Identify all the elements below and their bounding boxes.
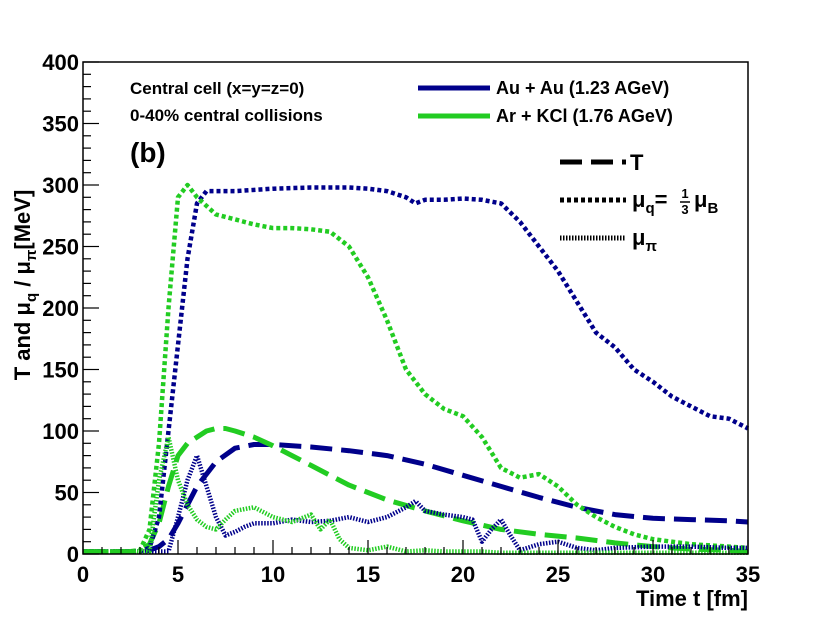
legend-muq-sub-B: B: [707, 200, 718, 217]
x-tick-label: 25: [546, 562, 570, 587]
y-tick-label: 150: [42, 358, 79, 383]
y-axis-title-pre: T and: [10, 316, 35, 381]
legend-styles: T μq= 1 3 μB μπ: [560, 150, 718, 255]
y-axis-title-unit: [MeV]: [10, 190, 35, 250]
legend-label-muq: μq=: [632, 187, 668, 217]
x-tick-label: 30: [641, 562, 665, 587]
annotation-centrality: 0-40% central collisions: [130, 106, 323, 125]
series-line-mu-pi-arkcl: [83, 434, 748, 556]
legend-muq-equals: =: [655, 187, 668, 212]
legend-muq-mu: μ: [632, 187, 645, 212]
legend-muq-frac-den: 3: [681, 202, 688, 217]
legend-muq-sub-q: q: [645, 200, 654, 217]
x-tick-label: 5: [172, 562, 184, 587]
y-tick-label: 300: [42, 173, 79, 198]
x-tick-label: 0: [77, 562, 89, 587]
x-tick-label: 15: [356, 562, 380, 587]
x-tick-label: 35: [736, 562, 760, 587]
annotation-cell: Central cell (x=y=z=0): [130, 79, 304, 98]
y-axis-title-mu-pi: μ: [10, 261, 35, 274]
legend-systems: Au + Au (1.23 AGeV) Ar + KCl (1.76 AGeV): [418, 78, 673, 126]
y-tick-label: 200: [42, 296, 79, 321]
y-axis-title-mid: /: [10, 275, 35, 293]
x-axis-ticks: 0 5 10 15 20 25 30 35: [77, 540, 760, 587]
series-line-mu-q-arkcl: [83, 182, 749, 554]
series-line-mu-pi-auau: [83, 453, 748, 554]
legend-muq-muB: μB: [694, 187, 718, 217]
series-line-mu-q-auau: [83, 185, 750, 554]
legend-muq-mu-B: μ: [694, 187, 707, 212]
legend-muq-frac-num: 1: [681, 186, 688, 201]
x-axis-title: Time t [fm]: [636, 586, 748, 611]
legend-label-T: T: [630, 150, 644, 175]
x-tick-label: 20: [451, 562, 475, 587]
y-tick-label: 100: [42, 419, 79, 444]
legend-mupi-mu: μ: [632, 225, 645, 250]
series-line-T-arkcl: [83, 426, 749, 554]
y-axis-title-mu-q: μ: [10, 302, 35, 315]
y-axis-title: T and μq / μπ[MeV]: [10, 190, 40, 381]
y-tick-label: 250: [42, 235, 79, 260]
y-axis-title-sub-pi: π: [23, 249, 40, 261]
y-axis-ticks: 0 50 100 150 200 250 300 350 400: [42, 50, 99, 567]
legend-mupi-sub: π: [645, 238, 657, 255]
legend-label-auau: Au + Au (1.23 AGeV): [496, 78, 669, 98]
series-layer: [83, 182, 750, 556]
y-tick-label: 400: [42, 50, 79, 75]
panel-label: (b): [130, 137, 166, 168]
y-tick-label: 50: [55, 481, 79, 506]
y-tick-label: 350: [42, 112, 79, 137]
legend-label-arkcl: Ar + KCl (1.76 AGeV): [496, 106, 673, 126]
y-axis-title-sub-q: q: [23, 293, 40, 302]
legend-label-mupi: μπ: [632, 225, 657, 255]
y-tick-label: 0: [67, 542, 79, 567]
series-line-T-auau: [83, 442, 749, 554]
x-tick-label: 10: [261, 562, 285, 587]
